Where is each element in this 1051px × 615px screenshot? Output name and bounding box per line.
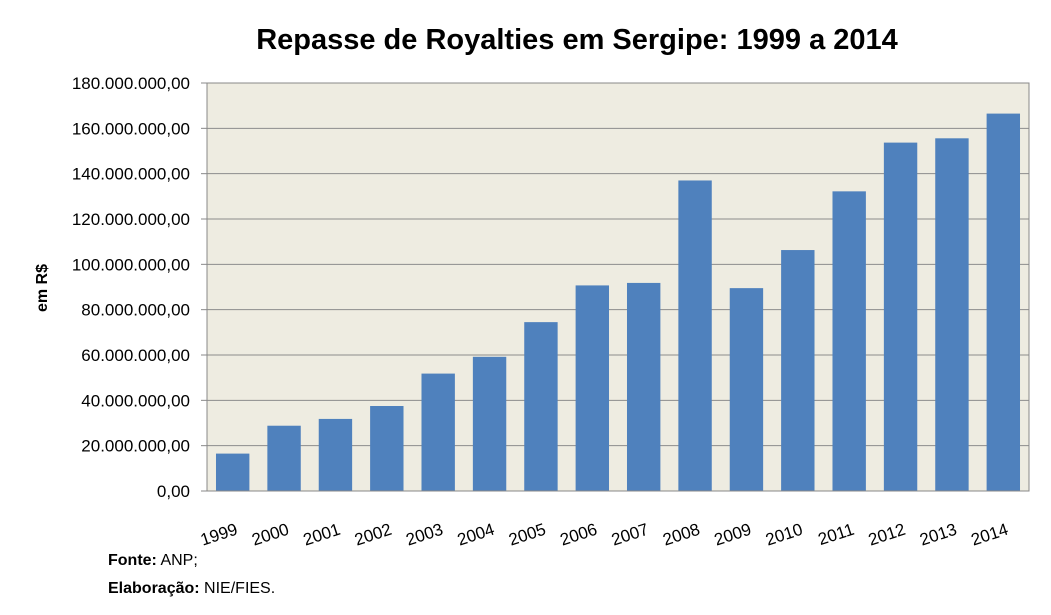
bar-2014	[986, 113, 1021, 491]
x-tick-label: 2012	[866, 520, 908, 550]
x-tick-label: 2009	[712, 520, 754, 550]
x-tick-label: 1999	[198, 520, 240, 550]
x-tick-label: 2010	[763, 520, 805, 550]
y-tick-label: 160.000.000,00	[72, 119, 190, 138]
bar-2001	[318, 418, 353, 491]
x-tick-label: 2003	[404, 520, 446, 550]
source-note: Fonte: ANP;	[108, 552, 198, 570]
bar-2005	[524, 322, 558, 491]
x-tick-label: 2004	[455, 520, 497, 550]
x-tick-label: 2007	[609, 520, 651, 550]
bar-2006	[575, 285, 610, 491]
y-tick-label: 60.000.000,00	[81, 346, 190, 365]
x-tick-label: 2014	[969, 520, 1011, 550]
plot-border	[206, 82, 1030, 492]
credit-value: NIE/FIES.	[204, 580, 276, 597]
bar-2012	[883, 142, 918, 491]
bar-2000	[267, 425, 301, 491]
bar-2013	[935, 138, 969, 491]
bar-chart: Repasse de Royalties em Sergipe: 1999 a …	[34, 24, 1030, 550]
bar-2008	[678, 180, 712, 491]
y-tick-label: 80.000.000,00	[81, 301, 190, 320]
y-tick-label: 140.000.000,00	[72, 165, 190, 184]
bar-2010	[781, 250, 815, 491]
x-tick-label: 2006	[558, 520, 600, 550]
bar-2011	[832, 191, 866, 491]
x-tick-label: 2011	[816, 520, 857, 549]
axes	[206, 82, 1030, 492]
y-tick-label: 180.000.000,00	[72, 74, 190, 93]
bar-2003	[421, 373, 455, 491]
chart-title: Repasse de Royalties em Sergipe: 1999 a …	[256, 24, 898, 56]
bar-2004	[472, 356, 507, 491]
bars	[215, 113, 1021, 491]
y-tick-label: 20.000.000,00	[81, 437, 190, 456]
y-tick-label: 100.000.000,00	[72, 255, 190, 274]
y-tick-labels: 0,00 20.000.000,00 40.000.000,00 60.000.000…	[72, 74, 190, 501]
y-tick-label: 40.000.000,00	[81, 391, 190, 410]
x-tick-label: 2005	[506, 520, 548, 550]
y-tick-label: 120.000.000,00	[72, 210, 190, 229]
bar-2002	[370, 406, 404, 491]
x-tick-label: 2013	[917, 520, 959, 550]
y-axis-label: em R$	[34, 264, 51, 312]
credit-label: Elaboração:	[108, 580, 200, 597]
y-tick-label: 0,00	[157, 482, 190, 501]
x-tick-label: 2008	[660, 520, 702, 550]
source-label: Fonte:	[108, 552, 157, 569]
bar-2007	[626, 282, 661, 491]
x-tick-label: 2000	[249, 520, 291, 550]
x-tick-labels: 1999 2000 2001 2002 2003 2004 2005 2006 2007 2008…	[198, 520, 1010, 550]
credit-note: Elaboração: NIE/FIES.	[108, 580, 275, 598]
bar-1999	[215, 453, 250, 491]
source-value: ANP;	[160, 552, 198, 569]
x-tick-label: 2002	[352, 520, 394, 550]
x-tick-label: 2001	[301, 520, 343, 550]
bar-2009	[729, 288, 764, 491]
